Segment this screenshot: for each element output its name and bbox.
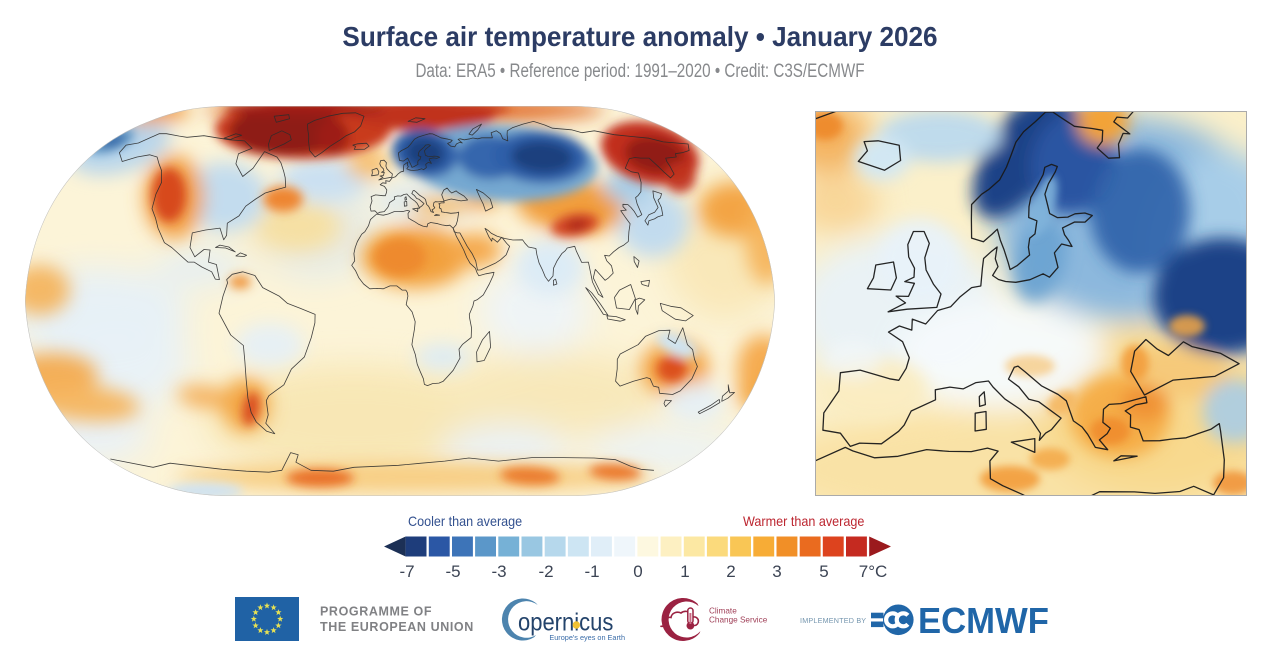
svg-text:opernicus: opernicus xyxy=(518,608,613,636)
svg-text:Change Service: Change Service xyxy=(709,616,768,625)
svg-text:THE EUROPEAN UNION: THE EUROPEAN UNION xyxy=(320,620,474,634)
svg-text:PROGRAMME OF: PROGRAMME OF xyxy=(320,605,432,619)
svg-text:ECMWF: ECMWF xyxy=(918,600,1049,641)
svg-text:Climate: Climate xyxy=(709,607,737,616)
svg-text:Europe's eyes on Earth: Europe's eyes on Earth xyxy=(549,633,625,642)
svg-text:IMPLEMENTED BY: IMPLEMENTED BY xyxy=(800,616,866,625)
